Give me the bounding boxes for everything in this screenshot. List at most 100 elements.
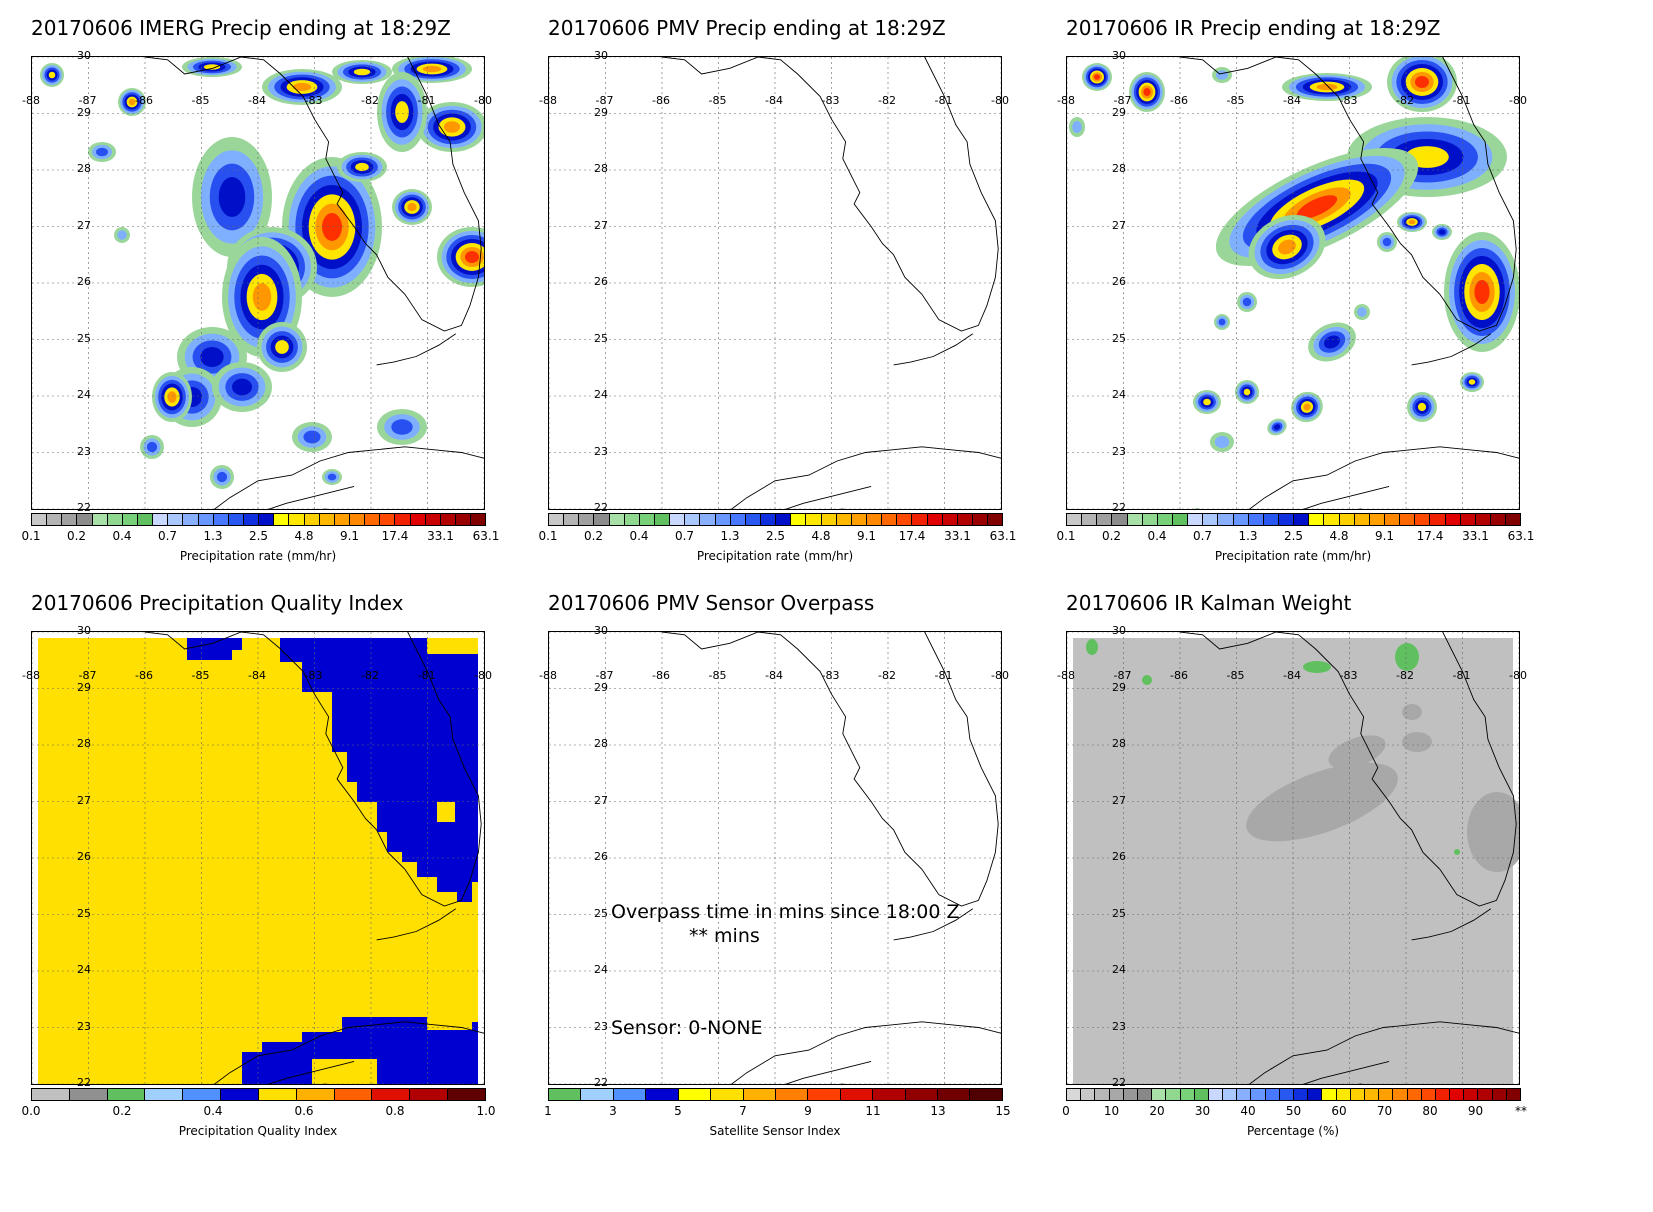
latitude-label: 28 xyxy=(594,162,608,175)
quality-field-high-patch xyxy=(312,1059,377,1084)
precip-cell xyxy=(1308,322,1356,362)
latitude-label: 25 xyxy=(77,331,91,345)
longitude-label: -86 xyxy=(135,94,153,107)
cuba-coastline xyxy=(730,446,1001,509)
florida-coastline xyxy=(1179,57,1517,332)
colorbar-tick-label: 9.1 xyxy=(339,529,360,543)
precip-cell xyxy=(1460,372,1484,392)
latitude-label: 23 xyxy=(77,1019,91,1033)
latitude-label: 23 xyxy=(1112,444,1126,458)
latitude-label: 24 xyxy=(594,963,608,976)
colorbar-swatch xyxy=(905,1089,939,1100)
colorbar-swatch xyxy=(1415,514,1431,525)
precip-cell xyxy=(1397,212,1427,232)
cuba-inner-coastline xyxy=(784,485,872,509)
colorbar-swatch xyxy=(228,514,244,525)
latitude-label: 23 xyxy=(594,444,608,458)
precip-cell xyxy=(377,409,427,445)
colorbar-swatch xyxy=(440,514,456,525)
latitude-label: 22 xyxy=(77,501,91,514)
colorbar-tick-label: 4.8 xyxy=(294,529,314,543)
colorbar-swatch xyxy=(289,514,305,525)
longitude-label: -87 xyxy=(1113,669,1132,682)
longitude-label: -80 xyxy=(991,669,1009,682)
colorbar-swatch xyxy=(448,1089,485,1100)
colorbar-tick-label: 0.8 xyxy=(385,1104,405,1118)
colorbar-swatch xyxy=(851,514,867,525)
overpass-map xyxy=(548,631,1002,1085)
colorbar xyxy=(548,513,1003,526)
longitude-label: -85 xyxy=(1226,94,1245,107)
colorbar-swatch xyxy=(1097,514,1113,525)
colorbar-tick-label: 0 xyxy=(1062,1104,1070,1118)
kalman-low-weight-area xyxy=(1402,732,1432,752)
colorbar-swatch xyxy=(791,514,807,525)
colorbar-tick-label: 3 xyxy=(609,1104,617,1118)
longitude-label: -80 xyxy=(1509,94,1527,107)
colorbar-swatch xyxy=(1067,1089,1082,1100)
colorbar-swatch xyxy=(808,1089,841,1100)
colorbar-swatch xyxy=(1142,514,1158,525)
precip-cell xyxy=(332,60,392,84)
colorbar-swatch xyxy=(221,1089,259,1100)
precip-cell xyxy=(1082,63,1112,91)
colorbar-swatch xyxy=(1194,1089,1209,1100)
precip-cell xyxy=(1193,390,1221,414)
florida-coastline xyxy=(661,632,999,907)
sensor-text: Sensor: 0-NONE xyxy=(611,1017,763,1039)
colorbar-tick-label: 2.5 xyxy=(248,529,269,543)
kalman-map xyxy=(1066,631,1520,1085)
colorbar-swatch xyxy=(609,514,625,525)
colorbar-swatch xyxy=(745,514,761,525)
precip-cell xyxy=(257,322,307,372)
colorbar-swatch xyxy=(1506,1089,1520,1100)
latitude-label: 29 xyxy=(594,680,608,694)
colorbar-swatch xyxy=(873,1089,906,1100)
longitude-label: -83 xyxy=(821,94,840,107)
precip-cell xyxy=(210,465,234,489)
colorbar-tick-label: 70 xyxy=(1376,1104,1393,1118)
overpass-minutes-text: ** mins xyxy=(689,925,760,947)
colorbar-tick-label: 0.4 xyxy=(1147,529,1167,543)
colorbar-label: Precipitation rate (mm/hr) xyxy=(696,549,854,563)
colorbar-tick-label: 0.1 xyxy=(1056,529,1076,543)
longitude-label: -82 xyxy=(878,94,896,107)
colorbar-label: Precipitation rate (mm/hr) xyxy=(179,549,337,563)
colorbar-swatch xyxy=(168,514,184,525)
colorbar-label: Percentage (%) xyxy=(1246,1124,1340,1138)
precip-cell xyxy=(262,69,342,105)
colorbar-tick-label: 20 xyxy=(1149,1104,1165,1118)
florida-keys-coastline xyxy=(893,333,974,366)
colorbar-swatch xyxy=(122,514,138,525)
florida-keys-coastline xyxy=(893,908,974,941)
colorbar-tick-label: 11 xyxy=(865,1104,881,1118)
florida-keys-coastline xyxy=(1411,333,1492,366)
florida-coastline xyxy=(144,57,482,332)
colorbar-swatch xyxy=(1278,514,1295,525)
colorbar-tick-label: 17.4 xyxy=(1416,529,1444,543)
colorbar-swatch xyxy=(1364,1089,1380,1100)
precip-cell xyxy=(337,152,387,182)
panel-title: 20170606 IR Kalman Weight xyxy=(1066,591,1352,615)
latitude-label: 24 xyxy=(77,963,91,976)
colorbar-swatch xyxy=(1322,1089,1337,1100)
colorbar-swatch xyxy=(1294,514,1310,525)
colorbar-tick-label: 1.3 xyxy=(720,529,740,543)
colorbar-swatch xyxy=(882,514,898,525)
longitude-label: -81 xyxy=(1452,669,1471,682)
colorbar-swatch xyxy=(957,514,973,525)
colorbar-swatch xyxy=(1294,1089,1309,1100)
colorbar-swatch xyxy=(1137,1089,1153,1100)
colorbar-swatch xyxy=(1490,514,1507,525)
colorbar-swatch xyxy=(564,514,580,525)
colorbar-swatch xyxy=(624,514,640,525)
longitude-label: -85 xyxy=(708,669,727,682)
colorbar-tick-label: 2.5 xyxy=(1283,529,1304,543)
quality-field-low-2 xyxy=(280,638,478,902)
colorbar-swatch xyxy=(1393,1089,1408,1100)
colorbar-tick-label: 33.1 xyxy=(427,529,454,543)
latitude-label: 25 xyxy=(1112,331,1126,345)
colorbar-swatch xyxy=(137,514,154,525)
latitude-label: 26 xyxy=(77,850,91,863)
kalman-high-weight-area xyxy=(1142,675,1152,685)
